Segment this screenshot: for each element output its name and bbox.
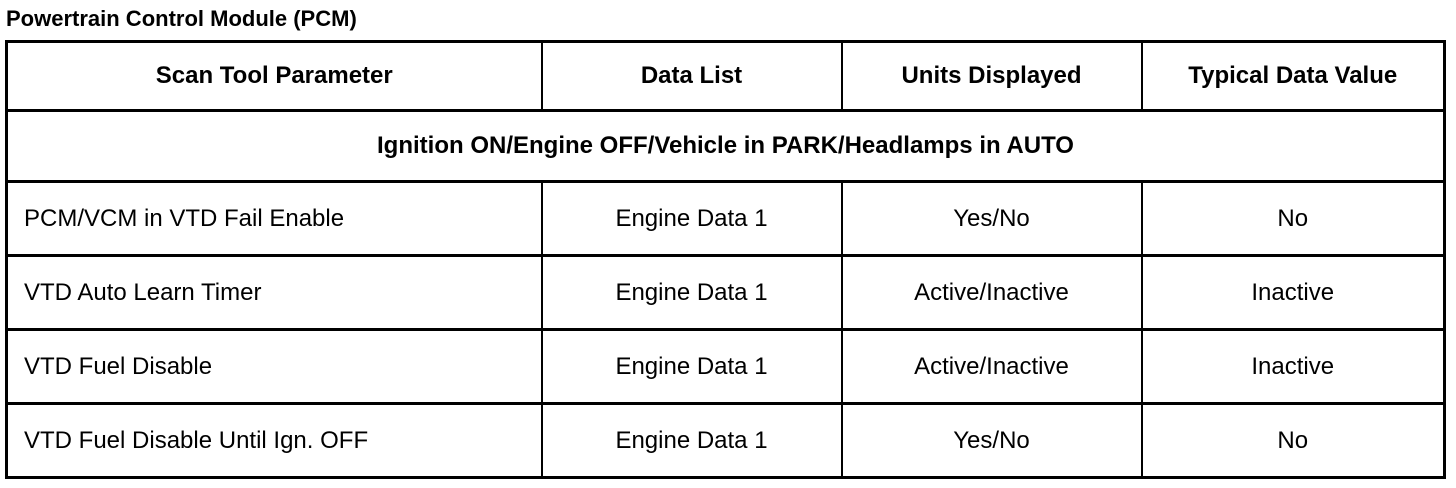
table-row: VTD Fuel Disable Until Ign. OFF Engine D… — [5, 402, 1446, 479]
header-scan-tool-parameter: Scan Tool Parameter — [5, 40, 543, 112]
cell-data-list: Engine Data 1 — [540, 402, 843, 479]
cell-units: Active/Inactive — [840, 254, 1143, 331]
header-data-list: Data List — [540, 40, 843, 112]
cell-units: Yes/No — [840, 402, 1143, 479]
cell-data-list: Engine Data 1 — [540, 180, 843, 257]
cell-data-list: Engine Data 1 — [540, 254, 843, 331]
cell-data-list: Engine Data 1 — [540, 328, 843, 405]
section-heading: Ignition ON/Engine OFF/Vehicle in PARK/H… — [5, 109, 1446, 183]
header-row: Scan Tool Parameter Data List Units Disp… — [5, 40, 1446, 112]
cell-units: Active/Inactive — [840, 328, 1143, 405]
pcm-data-table: Scan Tool Parameter Data List Units Disp… — [5, 40, 1446, 479]
cell-typical-value: No — [1140, 180, 1446, 257]
cell-units: Yes/No — [840, 180, 1143, 257]
cell-typical-value: No — [1140, 402, 1446, 479]
cell-parameter: VTD Fuel Disable Until Ign. OFF — [5, 402, 543, 479]
header-typical-data-value: Typical Data Value — [1140, 40, 1446, 112]
cell-parameter: VTD Fuel Disable — [5, 328, 543, 405]
table-row: PCM/VCM in VTD Fail Enable Engine Data 1… — [5, 180, 1446, 257]
cell-typical-value: Inactive — [1140, 254, 1446, 331]
table-row: VTD Fuel Disable Engine Data 1 Active/In… — [5, 328, 1446, 405]
cell-typical-value: Inactive — [1140, 328, 1446, 405]
header-units-displayed: Units Displayed — [840, 40, 1143, 112]
table-row: VTD Auto Learn Timer Engine Data 1 Activ… — [5, 254, 1446, 331]
cell-parameter: PCM/VCM in VTD Fail Enable — [5, 180, 543, 257]
cell-parameter: VTD Auto Learn Timer — [5, 254, 543, 331]
table-title: Powertrain Control Module (PCM) — [6, 6, 357, 31]
section-row: Ignition ON/Engine OFF/Vehicle in PARK/H… — [5, 109, 1446, 183]
